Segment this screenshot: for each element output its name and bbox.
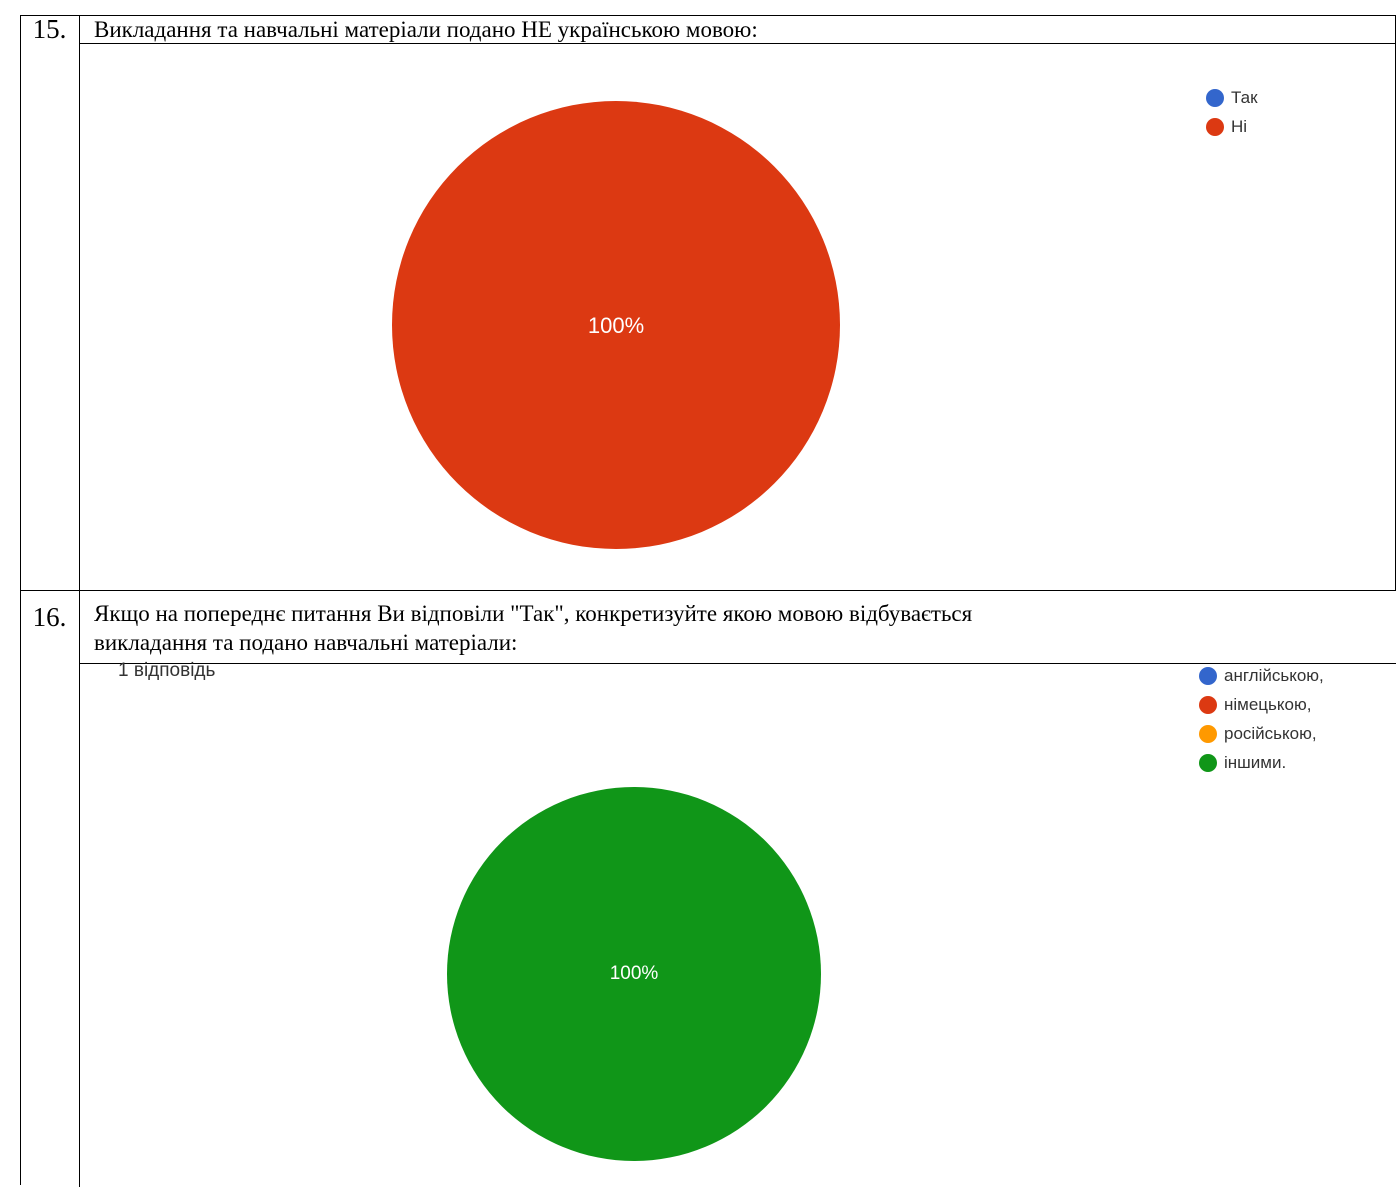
legend-item: німецькою, (1199, 690, 1324, 719)
legend-item: іншими. (1199, 748, 1324, 777)
legend-q15: Так Ні (1206, 83, 1258, 141)
question-text: Якщо на попереднє питання Ви відповіли "… (94, 599, 1384, 657)
question-text: Викладання та навчальні матеріали подано… (94, 17, 758, 42)
legend-q16: англійською, німецькою, російською, інши… (1199, 661, 1324, 777)
table-right-border (1395, 15, 1396, 590)
legend-item: Ні (1206, 112, 1258, 141)
response-count: 1 відповідь (118, 660, 216, 681)
legend-dot-icon (1206, 88, 1224, 107)
row-divider (20, 590, 1396, 591)
legend-item: англійською, (1199, 661, 1324, 690)
legend-label: німецькою, (1224, 694, 1312, 714)
pie-chart-q16 (447, 787, 821, 1161)
column-divider (79, 15, 80, 1187)
legend-dot-icon (1199, 724, 1217, 743)
legend-label: Так (1231, 87, 1258, 107)
pie-data-label: 100% (609, 963, 659, 984)
document-table (20, 15, 1395, 1185)
legend-label: англійською, (1224, 665, 1324, 685)
question-line: викладання та подано навчальні матеріали… (94, 630, 518, 655)
legend-dot-icon (1199, 666, 1217, 685)
legend-dot-icon (1199, 695, 1217, 714)
question-line: Якщо на попереднє питання Ви відповіли "… (94, 601, 973, 626)
legend-item: Так (1206, 83, 1258, 112)
legend-dot-icon (1199, 753, 1217, 772)
row-number: 16. (32, 602, 67, 632)
legend-label: російською, (1224, 723, 1317, 743)
pie-data-label: 100% (587, 313, 645, 338)
row-number: 15. (32, 14, 67, 44)
legend-label: іншими. (1224, 752, 1287, 772)
pie-chart-q15 (392, 101, 840, 549)
row-divider (79, 43, 1396, 44)
row-divider (79, 663, 1396, 664)
legend-dot-icon (1206, 117, 1224, 136)
legend-label: Ні (1231, 116, 1248, 136)
legend-item: російською, (1199, 719, 1324, 748)
